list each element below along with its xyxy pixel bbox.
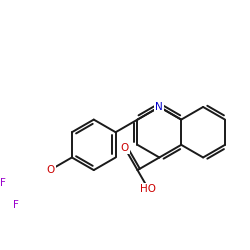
Text: HO: HO	[140, 184, 156, 194]
Text: O: O	[121, 143, 129, 153]
Text: O: O	[46, 165, 54, 175]
Text: N: N	[156, 102, 163, 112]
Text: F: F	[0, 178, 6, 188]
Text: F: F	[12, 200, 18, 209]
